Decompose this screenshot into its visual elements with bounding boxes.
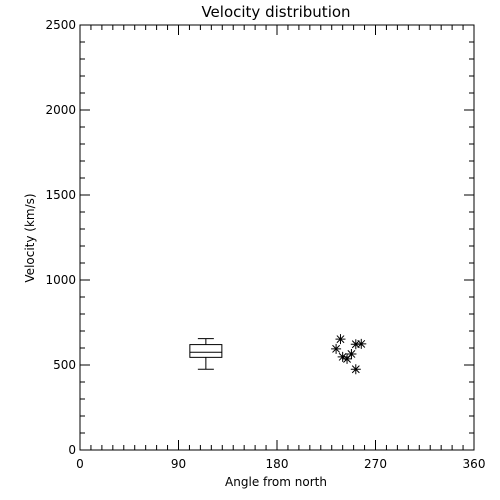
data-point-asterisk (337, 351, 348, 362)
data-point-asterisk (346, 348, 357, 359)
y-tick-label: 500 (53, 358, 76, 372)
data-point-asterisk (335, 334, 346, 345)
y-axis-label: Velocity (km/s) (23, 193, 37, 282)
x-tick-label: 180 (266, 457, 289, 471)
data-point-asterisk (331, 343, 342, 354)
x-tick-label: 270 (364, 457, 387, 471)
x-axis-label: Angle from north (225, 475, 327, 489)
x-tick-label: 90 (171, 457, 186, 471)
plot-frame (79, 24, 475, 451)
x-tick-label: 0 (76, 457, 84, 471)
plot-area: 0 90 180 270 360 0 500 1000 1500 2000 2500 (45, 18, 485, 471)
boxplot-box (189, 344, 223, 358)
data-point-asterisk (350, 339, 361, 350)
y-tick-label: 1000 (45, 273, 76, 287)
data-point-asterisk (356, 338, 367, 349)
y-tick-label: 2000 (45, 103, 76, 117)
y-tick-label: 1500 (45, 188, 76, 202)
data-point-asterisk (342, 353, 353, 364)
y-tick-label: 2500 (45, 18, 76, 32)
x-tick-label: 360 (463, 457, 486, 471)
data-point-asterisk (350, 364, 361, 375)
y-tick-label: 0 (68, 443, 76, 457)
chart-title: Velocity distribution (201, 3, 350, 21)
